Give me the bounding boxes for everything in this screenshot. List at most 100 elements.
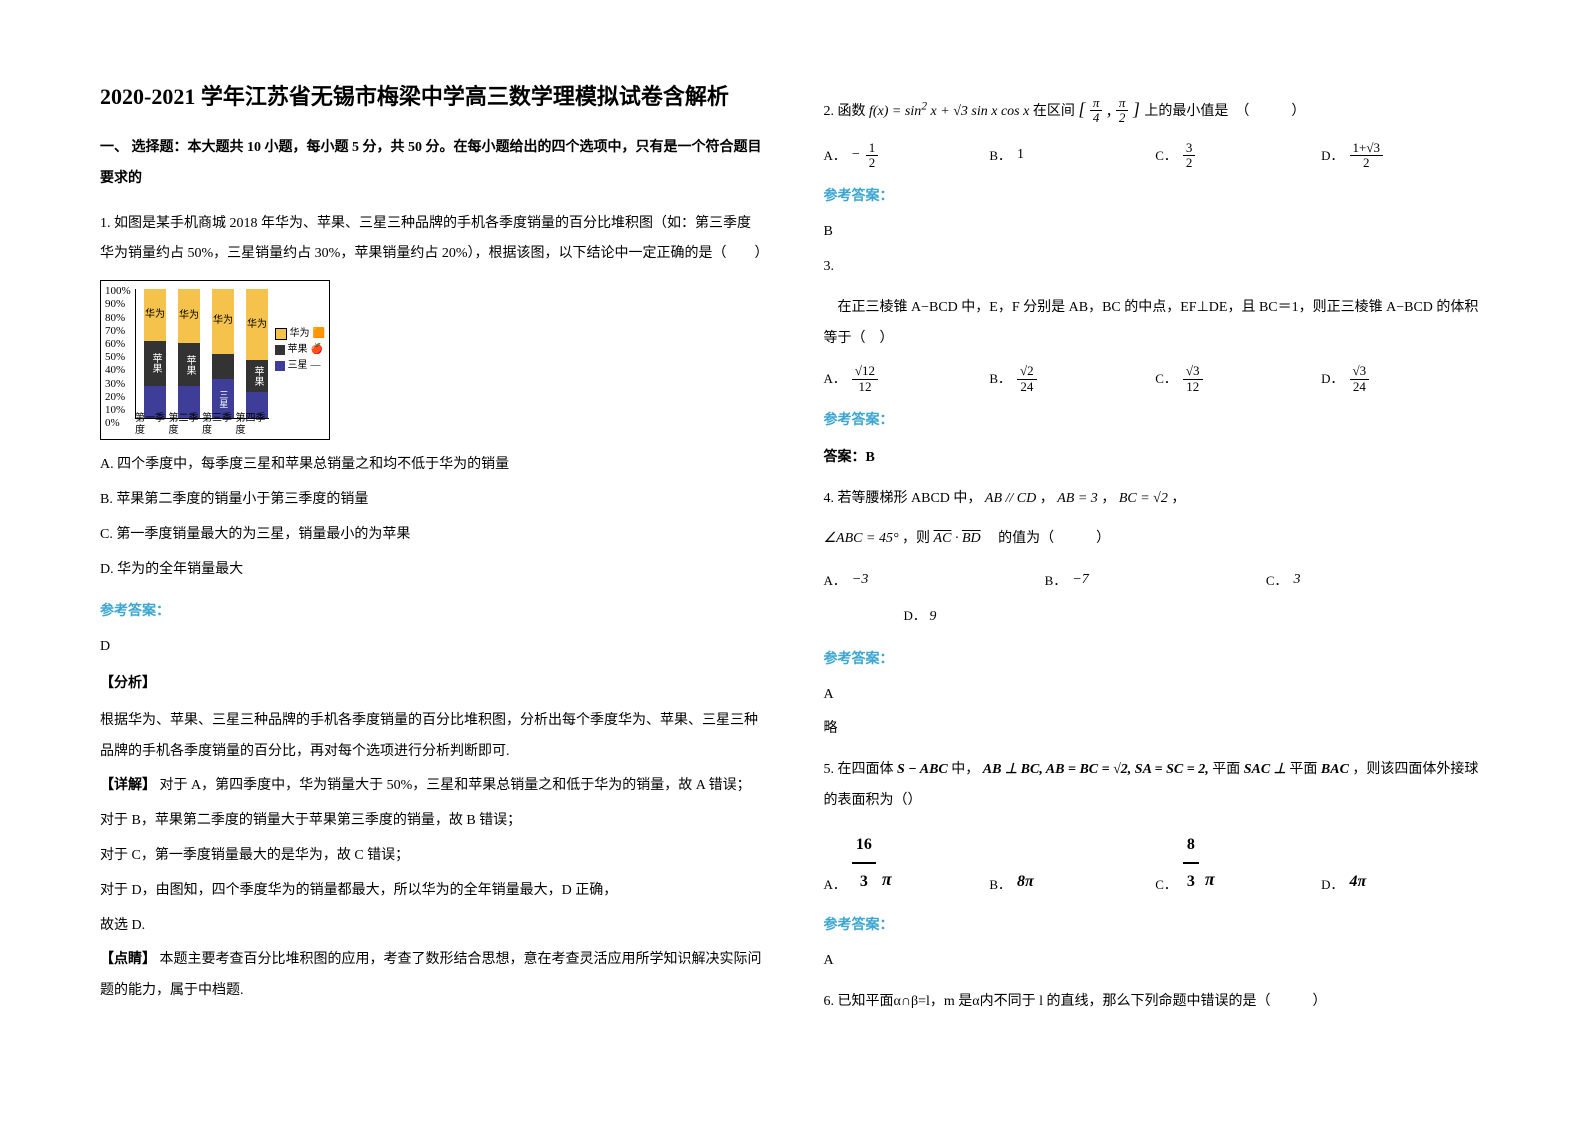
- frac-den: 3: [852, 864, 876, 899]
- opt-label: C．: [1155, 871, 1177, 900]
- frac-num: 3: [1183, 141, 1196, 156]
- q3-opt-b: B． √224: [989, 364, 1155, 394]
- ytick: 30%: [105, 378, 133, 391]
- opt-val: −3: [852, 565, 868, 596]
- q4-l1c: ，: [1040, 491, 1054, 506]
- ytick: 20%: [105, 391, 133, 404]
- q4-l1d: AB = 3: [1057, 491, 1101, 506]
- frac-num: 8: [1183, 827, 1199, 864]
- q6-text: 6. 已知平面α∩β=l，m 是α内不同于 l 的直线，那么下列命题中错误的是（…: [824, 987, 1488, 1018]
- q2-interval: [ π4 , π2 ]: [1078, 99, 1144, 119]
- pi: π: [1205, 860, 1215, 900]
- q3-num: 3.: [824, 252, 1488, 283]
- q1-analysis-label: 【分析】: [100, 669, 764, 700]
- q4-answer: A: [824, 680, 1488, 711]
- q2-opt-c: C． 32: [1155, 141, 1321, 171]
- seg-hw: 华为: [144, 289, 166, 341]
- seg-label: 苹果: [251, 366, 263, 386]
- page-title: 2020-2021 学年江苏省无锡市梅梁中学高三数学理模拟试卷含解析: [100, 80, 764, 113]
- q5-prefix: 5. 在四面体: [824, 762, 898, 777]
- bar-q4: 华为 苹果: [246, 289, 268, 418]
- q4-opt-b: B． −7: [1045, 565, 1266, 596]
- xtick: 第二季度: [169, 413, 203, 437]
- fraction: √324: [1350, 364, 1370, 394]
- opt-label: B．: [989, 365, 1011, 394]
- seg-hw: 华为: [246, 289, 268, 360]
- q3-opt-d: D． √324: [1321, 364, 1487, 394]
- q5-b1: S − ABC: [897, 762, 948, 777]
- legend-sx: 三星 —: [275, 358, 325, 374]
- frac-den: 12: [852, 380, 878, 394]
- frac-num: √12: [852, 364, 878, 379]
- q1-chart: 100% 90% 80% 70% 60% 50% 40% 30% 20% 10%…: [100, 280, 330, 440]
- ytick: 40%: [105, 364, 133, 377]
- frac-den: 2: [1350, 156, 1383, 170]
- q2-options: A． − 12 B． 1 C． 32 D． 1+√32: [824, 140, 1488, 171]
- chart-x-axis: 第一季度 第二季度 第三季度 第四季度: [135, 413, 269, 437]
- q1-detail-line: 对于 A，第四季度中，华为销量大于 50%，三星和苹果总销量之和低于华为的销量，…: [160, 778, 751, 793]
- frac-den: 24: [1017, 380, 1037, 394]
- q1-option-b: B. 苹果第二季度的销量小于第三季度的销量: [100, 485, 764, 516]
- q3-answer-label: 参考答案：: [824, 406, 1488, 437]
- q3-answer-bold: 答案：: [824, 450, 866, 465]
- q4-opt-c: C． 3: [1266, 565, 1487, 596]
- opt-val: −7: [1072, 565, 1088, 596]
- q1-note-label: 【点睛】: [100, 952, 156, 967]
- opt-label: A．: [824, 871, 846, 900]
- opt-label: A．: [824, 142, 846, 171]
- q2-answer: B: [824, 217, 1488, 248]
- opt-label: D．: [904, 608, 926, 623]
- ytick: 50%: [105, 351, 133, 364]
- ytick: 60%: [105, 338, 133, 351]
- q2-opt-a-sign: −: [852, 140, 860, 171]
- seg-label: 苹果: [183, 355, 195, 375]
- legend-label: 华为: [290, 326, 310, 342]
- q1-detail-line: 故选 D.: [100, 911, 764, 942]
- seg-ap: 苹果: [144, 341, 166, 386]
- seg-hw: 华为: [178, 289, 200, 343]
- legend-swatch: [275, 328, 287, 340]
- q5-opt-c: C． 83π: [1155, 827, 1321, 899]
- q4-l1a: 4. 若等腰梯形 ABCD 中，: [824, 491, 982, 506]
- q3-text: 在正三棱锥 A−BCD 中，E，F 分别是 AB，BC 的中点，EF⊥DE，且 …: [824, 293, 1488, 355]
- q4-vec2: BD: [962, 531, 981, 546]
- q2-interval-prefix: 在区间: [1033, 104, 1075, 119]
- opt-label: D．: [1321, 365, 1343, 394]
- ytick: 10%: [105, 404, 133, 417]
- q3-answer: 答案：B: [824, 443, 1488, 474]
- opt-val: 4π: [1350, 864, 1367, 899]
- legend-swatch: [275, 345, 285, 355]
- opt-val: 9: [929, 609, 936, 624]
- q5-text: 5. 在四面体 S − ABC 中， AB ⊥ BC, AB = BC = √2…: [824, 755, 1488, 817]
- q2-func: f(x) = sin2 x + √3 sin x cos x: [869, 104, 1033, 119]
- q3-opt-a: A． √1212: [824, 364, 990, 394]
- q5-options: A． 163π B． 8π C． 83π D． 4π: [824, 827, 1488, 899]
- legend-hw: 华为 🟧: [275, 326, 325, 342]
- q5-answer: A: [824, 946, 1488, 977]
- opt-label: C．: [1266, 567, 1288, 596]
- q2-func-lhs: f(x) = sin: [869, 104, 921, 119]
- opt-val: 8π: [1017, 864, 1034, 899]
- frac-num: √2: [1017, 364, 1037, 379]
- chart-legend: 华为 🟧 苹果 🍎 三星 —: [275, 326, 325, 374]
- frac-den: 2: [866, 156, 879, 170]
- xtick: 第三季度: [202, 413, 236, 437]
- seg-ap: [212, 354, 234, 380]
- legend-icon: 🍎: [311, 342, 323, 358]
- q2-answer-label: 参考答案：: [824, 182, 1488, 213]
- q2-text: 2. 函数 f(x) = sin2 x + √3 sin x cos x 在区间…: [824, 90, 1488, 130]
- q5-b4: BAC: [1321, 762, 1353, 777]
- section-header: 一、 选择题：本大题共 10 小题，每小题 5 分，共 50 分。在每小题给出的…: [100, 133, 764, 195]
- q4-vec1: AC: [934, 531, 952, 546]
- q4-l2b: ，则: [902, 531, 930, 546]
- q2-opt-d: D． 1+√32: [1321, 141, 1487, 171]
- q5-m1: 中，: [951, 762, 979, 777]
- frac-num: √3: [1350, 364, 1370, 379]
- q1-detail: 【详解】 对于 A，第四季度中，华为销量大于 50%，三星和苹果总销量之和低于华…: [100, 771, 764, 802]
- legend-icon: 🟧: [313, 326, 325, 342]
- frac-num: 1+√3: [1350, 141, 1383, 156]
- q4-opt-d: D． 9: [824, 602, 1488, 633]
- q1-detail-line: 对于 D，由图知，四个季度华为的销量都最大，所以华为的全年销量最大，D 正确，: [100, 876, 764, 907]
- q1-option-a: A. 四个季度中，每季度三星和苹果总销量之和均不低于华为的销量: [100, 450, 764, 481]
- q5-opt-a: A． 163π: [824, 827, 990, 899]
